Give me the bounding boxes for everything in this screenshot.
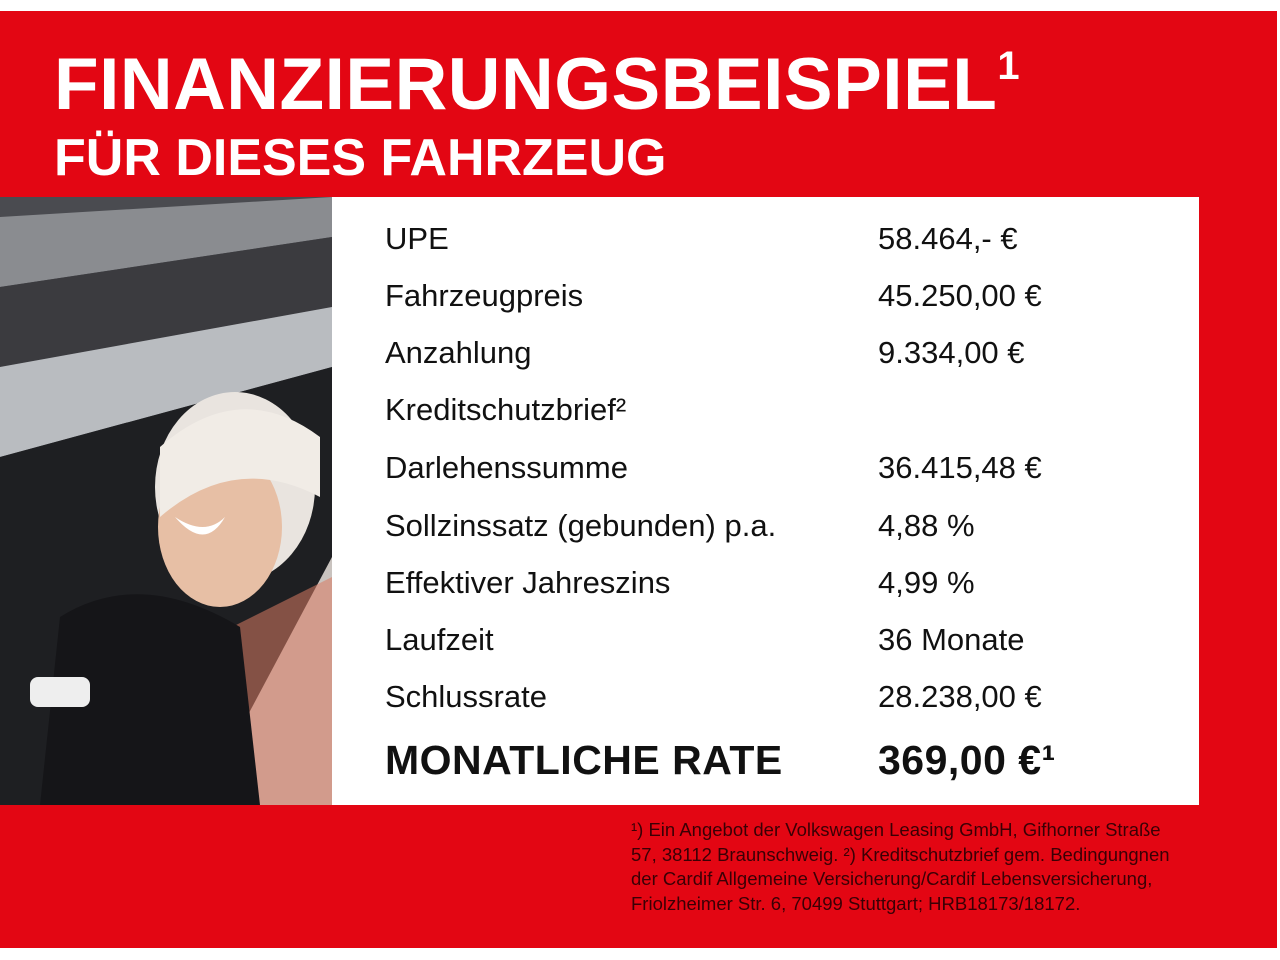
row-value-laufzeit: 36 Monate: [878, 622, 1025, 657]
row-value-effektiver-jahreszins: 4,99 %: [878, 565, 975, 600]
title-text: FINANZIERUNGSBEISPIEL: [54, 44, 998, 125]
row-label-darlehenssumme: Darlehenssumme: [385, 450, 628, 485]
row-value-upe: 58.464,- €: [878, 221, 1018, 256]
woman-in-car-photo: [0, 197, 332, 805]
page-title: FINANZIERUNGSBEISPIEL1: [54, 46, 1020, 121]
row-value-darlehenssumme: 36.415,48 €: [878, 450, 1042, 485]
title-footnote-mark: 1: [997, 44, 1021, 88]
photo-illustration: [0, 197, 332, 805]
row-value-anzahlung: 9.334,00 €: [878, 335, 1025, 370]
monthly-rate-label: MONATLICHE RATE: [385, 737, 783, 783]
row-label-anzahlung: Anzahlung: [385, 335, 532, 370]
row-label-laufzeit: Laufzeit: [385, 622, 494, 657]
row-label-schlussrate: Schlussrate: [385, 679, 547, 714]
row-label-sollzinssatz: Sollzinssatz (gebunden) p.a.: [385, 508, 777, 543]
row-value-schlussrate: 28.238,00 €: [878, 679, 1042, 714]
footnote: ¹) Ein Angebot der Volkswagen Leasing Gm…: [631, 819, 1170, 914]
financing-table: UPE 58.464,- € Fahrzeugpreis 45.250,00 €…: [332, 197, 1199, 805]
row-value-sollzinssatz: 4,88 %: [878, 508, 975, 543]
monthly-rate-value: 369,00 €¹: [878, 737, 1056, 783]
row-label-fahrzeugpreis: Fahrzeugpreis: [385, 278, 584, 313]
row-label-effektiver-jahreszins: Effektiver Jahreszins: [385, 565, 671, 600]
page-subtitle: FÜR DIESES FAHRZEUG: [54, 129, 667, 187]
row-value-fahrzeugpreis: 45.250,00 €: [878, 278, 1042, 313]
row-label-kreditschutzbrief: Kreditschutzbrief²: [385, 392, 627, 427]
row-label-upe: UPE: [385, 221, 449, 256]
